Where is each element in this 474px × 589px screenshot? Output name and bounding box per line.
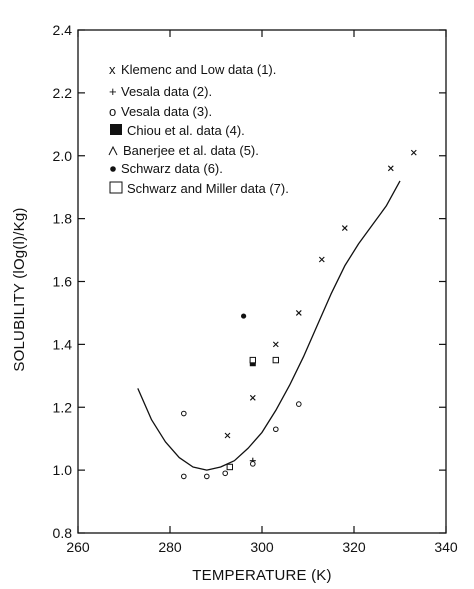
legend-label: Banerjee et al. data (5). — [123, 143, 259, 158]
data-points-layer — [181, 149, 417, 480]
y-tick-label: 2.2 — [53, 85, 73, 101]
legend-swatch-open — [109, 181, 123, 194]
legend-label: Vesala data (3). — [121, 104, 212, 119]
y-tick-label: 1.0 — [53, 462, 73, 478]
y-tick-label: 2.4 — [53, 22, 73, 38]
data-point-circle-open — [222, 470, 228, 477]
data-point-x — [387, 165, 394, 172]
x-tick-label: 260 — [66, 539, 90, 555]
y-tick-label: 2.0 — [53, 148, 73, 164]
x-tick-label: 340 — [434, 539, 458, 555]
data-point-circle-open — [204, 473, 210, 480]
legend-label: Vesala data (2). — [121, 84, 212, 99]
x-tick-label: 280 — [158, 539, 182, 555]
y-tick-label: 1.4 — [53, 336, 73, 352]
x-tick-label: 300 — [250, 539, 274, 555]
legend-symbol: o — [109, 104, 116, 119]
data-point-circle-open — [273, 426, 279, 433]
y-tick-label: 1.6 — [53, 274, 73, 290]
legend-item: o Vesala data (3). — [109, 104, 212, 119]
y-tick-label: 1.2 — [53, 399, 73, 415]
x-axis-title: TEMPERATURE (K) — [192, 567, 331, 584]
legend-label: Schwarz and Miller data (7). — [127, 181, 289, 196]
axes: 260 280 300 320 340 0.8 1.0 1.2 1.4 1.6 1.8 2.0 2.2 2… — [53, 22, 458, 555]
data-point-circle-open — [250, 461, 256, 467]
data-point-circle-open — [181, 473, 187, 480]
data-point-x — [272, 341, 279, 348]
fit-curve-layer — [137, 180, 401, 471]
legend-item: Chiou et al. data (4). — [110, 123, 245, 138]
legend-label: Klemenc and Low data (1). — [121, 62, 276, 77]
legend-item: Banerjee et al. data (5). — [108, 143, 259, 158]
legend-triangle — [108, 145, 118, 156]
legend-item: Schwarz data (6). — [110, 161, 223, 176]
data-point-x — [224, 432, 231, 439]
data-point-square-open — [226, 463, 234, 471]
fit-curve — [137, 180, 401, 471]
legend-label: Chiou et al. data (4). — [127, 123, 245, 138]
data-point-x — [295, 310, 302, 316]
y-tick-label: 0.8 — [53, 525, 73, 541]
legend-symbol: + — [109, 84, 117, 99]
data-point-circle-filled — [241, 313, 247, 319]
data-point-square-open — [272, 356, 280, 364]
data-point-x — [249, 394, 256, 401]
legend: x Klemenc and Low data (1). + Vesala data (… — [108, 62, 289, 196]
legend-item: + Vesala data (2). — [109, 84, 212, 99]
legend-dot — [110, 166, 116, 172]
data-point-circle-open — [181, 410, 187, 417]
y-axis-title: SOLUBILITY (lOg(l)/Kg) — [11, 207, 28, 371]
data-point-x — [410, 149, 417, 156]
legend-item: x Klemenc and Low data (1). — [109, 62, 276, 77]
data-point-circle-open — [296, 401, 302, 407]
legend-label: Schwarz data (6). — [121, 161, 223, 176]
data-point-x — [318, 256, 325, 263]
legend-symbol: x — [109, 62, 116, 77]
x-tick-label: 320 — [342, 539, 366, 555]
legend-swatch-filled — [110, 124, 122, 135]
data-point-square-open — [249, 356, 257, 364]
legend-item: Schwarz and Miller data (7). — [109, 181, 289, 196]
data-point-x — [341, 225, 348, 231]
y-tick-label: 1.8 — [53, 211, 73, 227]
